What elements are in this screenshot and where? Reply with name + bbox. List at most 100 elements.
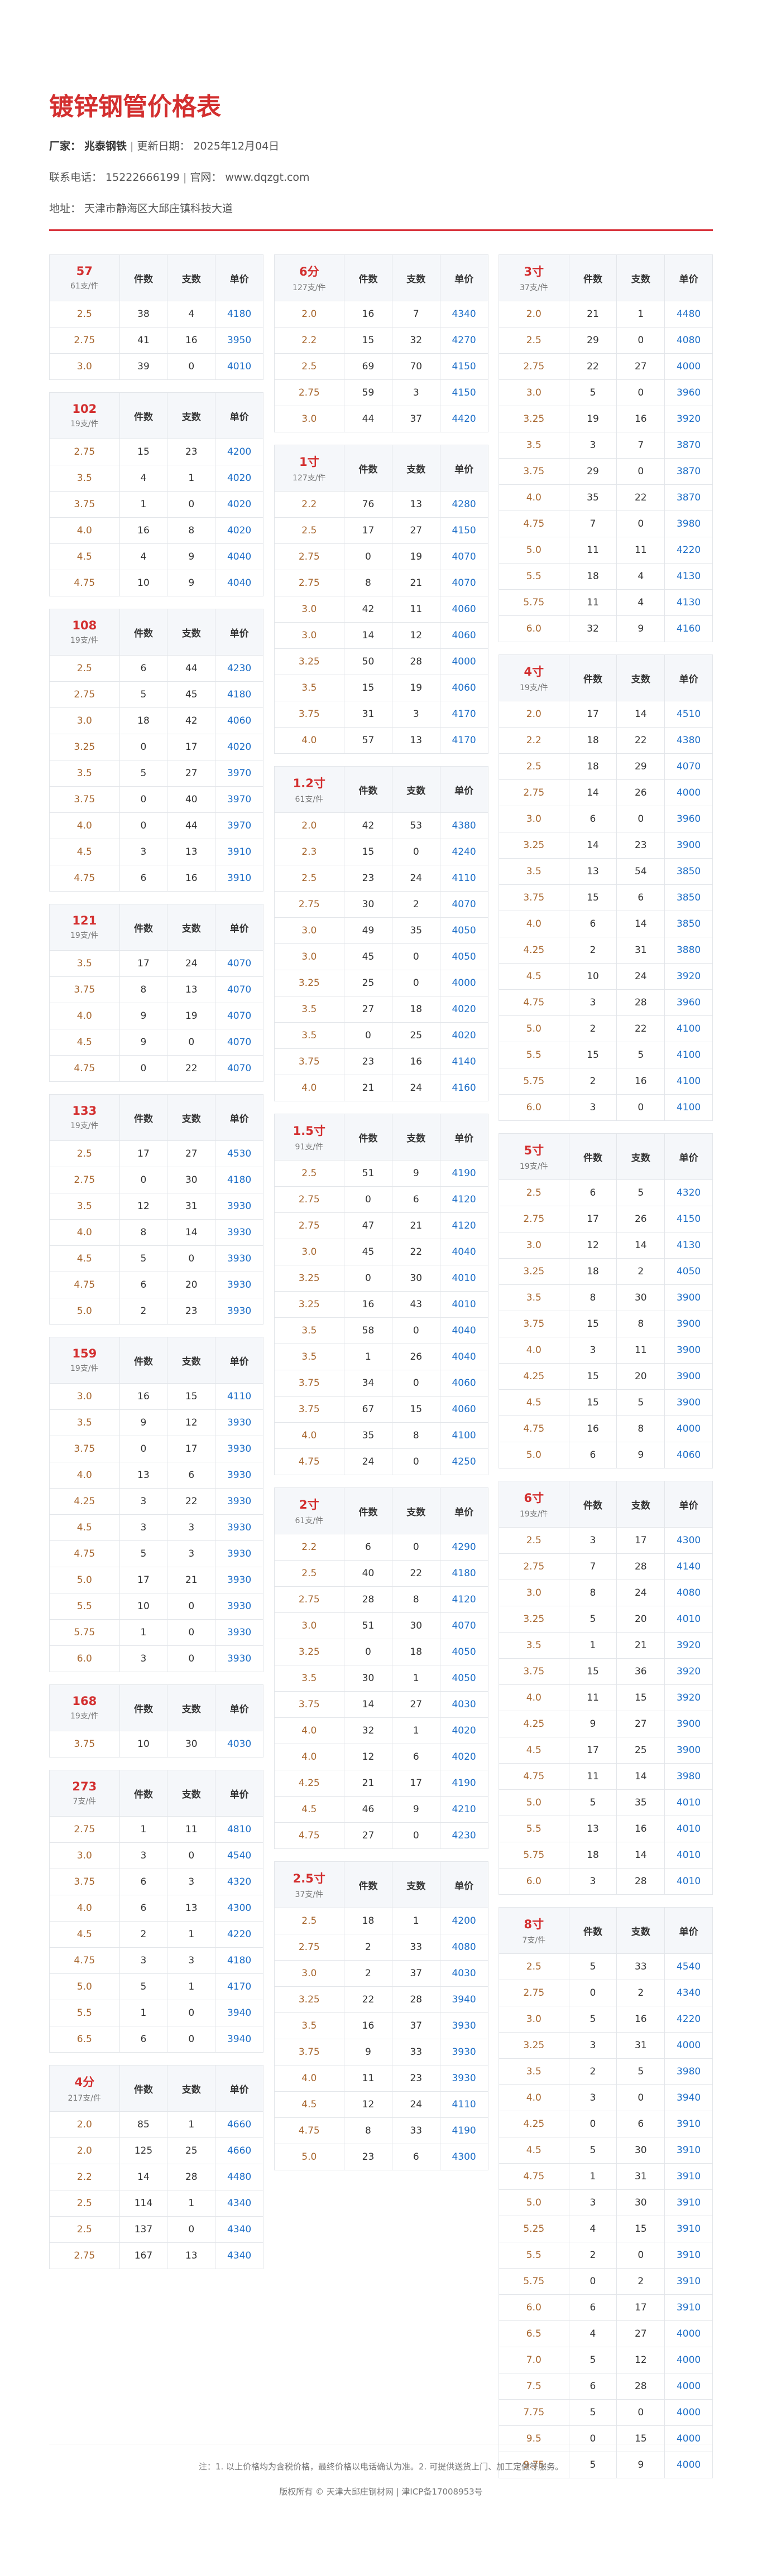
thickness: 5.75 <box>499 2268 569 2295</box>
pipe-count: 5 <box>616 1179 665 1206</box>
piece-count: 3 <box>119 1488 168 1515</box>
unit-price: 4160 <box>439 1075 488 1101</box>
unit-price: 3930 <box>215 1462 263 1489</box>
data-row: 3.75 14 27 4030 <box>274 1691 488 1718</box>
info-line: 厂家： 兆泰钢铁 | 更新日期： 2025年12月04日 <box>49 138 282 153</box>
piece-count: 3 <box>119 839 168 865</box>
column-header: 单价 <box>664 1133 713 1180</box>
data-row: 2.75 1 11 4810 <box>49 1816 263 1843</box>
piece-count: 46 <box>344 1796 392 1823</box>
piece-count: 14 <box>119 2164 168 2190</box>
pipe-count: 3 <box>167 1540 216 1567</box>
data-row: 5.0 6 9 4060 <box>499 1442 713 1468</box>
pipe-count: 2 <box>391 891 440 918</box>
unit-price: 4300 <box>215 1895 263 1922</box>
piece-count: 9 <box>119 1003 168 1029</box>
thickness: 3.25 <box>274 1986 345 2013</box>
price-table: 57 61支/件 件数 支数 单价 2.5 38 4 4180 2.75 41 16 3950 3.0 39… <box>49 254 263 380</box>
unit-price: 4150 <box>439 353 488 380</box>
piece-count: 4 <box>119 543 168 570</box>
data-row: 2.75 47 21 4120 <box>274 1212 488 1239</box>
thickness: 2.0 <box>274 812 345 839</box>
thickness: 5.75 <box>49 1619 120 1646</box>
thickness: 4.0 <box>499 2084 569 2111</box>
piece-count: 11 <box>568 1763 617 1790</box>
data-row: 2.5 6 5 4320 <box>499 1179 713 1206</box>
pipe-count: 16 <box>616 1068 665 1095</box>
piece-count: 32 <box>344 1717 392 1744</box>
info-text: 官网： <box>190 171 222 184</box>
unit-price: 4020 <box>439 1744 488 1770</box>
pipe-count: 31 <box>167 1193 216 1220</box>
thickness: 4.0 <box>49 1003 120 1029</box>
data-row: 4.75 5 3 3930 <box>49 1540 263 1567</box>
pipe-count: 0 <box>167 1029 216 1056</box>
thickness: 3.75 <box>499 884 569 911</box>
column-header: 支数 <box>167 392 216 439</box>
thickness: 3.75 <box>49 976 120 1003</box>
piece-count: 42 <box>344 596 392 623</box>
piece-count: 0 <box>119 734 168 760</box>
piece-count: 15 <box>568 884 617 911</box>
pipe-count: 1 <box>391 1717 440 1744</box>
piece-count: 15 <box>344 327 392 354</box>
thickness: 6.0 <box>499 2294 569 2321</box>
piece-count: 21 <box>568 301 617 328</box>
pipe-count: 9 <box>167 570 216 596</box>
unit-price: 4190 <box>439 2117 488 2144</box>
data-row: 3.0 5 16 4220 <box>499 2006 713 2033</box>
data-row: 3.5 27 18 4020 <box>274 996 488 1023</box>
column-header: 单价 <box>439 1114 488 1161</box>
unit-price: 4070 <box>215 976 263 1003</box>
piece-count: 1 <box>119 1816 168 1843</box>
data-row: 2.2 14 28 4480 <box>49 2164 263 2190</box>
unit-price: 4040 <box>439 1344 488 1370</box>
page-title: 镀锌钢管价格表 <box>49 93 221 121</box>
data-row: 4.25 9 27 3900 <box>499 1711 713 1737</box>
unit-price: 3960 <box>664 379 713 406</box>
data-row: 2.0 85 1 4660 <box>49 2111 263 2138</box>
pipe-count: 22 <box>391 1239 440 1265</box>
data-row: 5.0 11 11 4220 <box>499 537 713 564</box>
pipe-count: 12 <box>616 2347 665 2373</box>
unit-price: 3980 <box>664 511 713 537</box>
price-table: 1寸 127支/件 件数 支数 单价 2.2 76 13 4280 2.5 17 27 4150 2.75… <box>274 445 488 754</box>
piece-count: 18 <box>568 727 617 754</box>
piece-count: 6 <box>119 655 168 682</box>
pipe-count: 1 <box>167 1921 216 1948</box>
piece-count: 45 <box>344 1239 392 1265</box>
data-row: 3.25 18 2 4050 <box>499 1258 713 1285</box>
unit-price: 3920 <box>664 1658 713 1685</box>
piece-count: 9 <box>344 2039 392 2065</box>
unit-price: 3910 <box>664 2294 713 2321</box>
column-header: 件数 <box>344 254 392 301</box>
unit-price: 4380 <box>664 727 713 754</box>
column-header: 件数 <box>568 1133 617 1180</box>
data-row: 6.0 6 17 3910 <box>499 2294 713 2321</box>
piece-count: 5 <box>119 1973 168 2000</box>
pipe-count: 16 <box>616 1816 665 1842</box>
thickness: 3.5 <box>274 1317 345 1344</box>
data-row: 2.75 7 28 4140 <box>499 1553 713 1580</box>
thickness: 3.75 <box>499 1311 569 1337</box>
header-row: 121 19支/件 件数 支数 单价 <box>49 904 263 951</box>
footer-note: 注：1. 以上价格均为含税价格，最终价格以电话确认为准。2. 可提供送货上门、加… <box>198 2462 564 2472</box>
piece-count: 18 <box>568 753 617 780</box>
pipe-count: 28 <box>616 2373 665 2400</box>
data-row: 6.0 3 28 4010 <box>499 1868 713 1895</box>
unit-price: 4660 <box>215 2111 263 2138</box>
pipe-count: 8 <box>391 1586 440 1613</box>
data-row: 2.5 69 70 4150 <box>274 353 488 380</box>
data-row: 3.0 2 37 4030 <box>274 1960 488 1987</box>
data-row: 2.5 29 0 4080 <box>499 327 713 354</box>
piece-count: 6 <box>568 2294 617 2321</box>
info-text: www.dqzgt.com <box>225 171 310 184</box>
piece-count: 17 <box>119 1567 168 1593</box>
data-row: 2.5 6 44 4230 <box>49 655 263 682</box>
size-header: 4分 217支/件 <box>49 2065 120 2112</box>
piece-count: 3 <box>568 1337 617 1364</box>
data-row: 2.3 15 0 4240 <box>274 839 488 865</box>
piece-count: 114 <box>119 2190 168 2217</box>
price-table: 2.5寸 37支/件 件数 支数 单价 2.5 18 1 4200 2.75 2 33 4080 3.0 2… <box>274 1861 488 2170</box>
per-piece: 37支/件 <box>520 283 548 292</box>
